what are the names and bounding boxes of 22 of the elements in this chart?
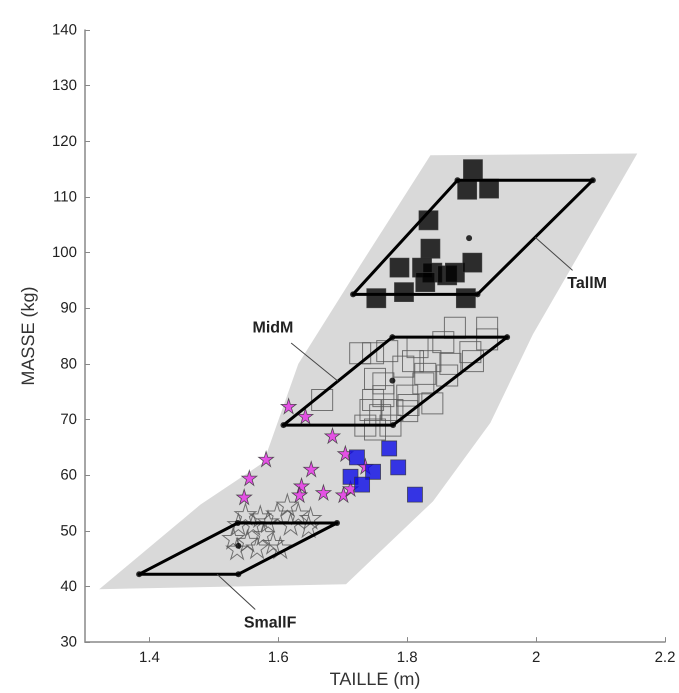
- y-tick-label: 80: [60, 355, 77, 372]
- y-tick-label: 140: [52, 22, 77, 38]
- x-tick-label: 1.8: [396, 649, 418, 666]
- y-tick-label: 50: [60, 522, 77, 540]
- x-tick-label: 1.4: [139, 649, 160, 666]
- y-tick-label: 100: [52, 244, 77, 262]
- annotation: MidM: [252, 320, 294, 337]
- annotation: SmallF: [244, 614, 297, 632]
- y-axis-title: MASSE (kg): [18, 286, 38, 386]
- y-tick-label: 110: [53, 188, 77, 206]
- y-tick-label: 30: [60, 634, 77, 651]
- y-tick-label: 70: [60, 411, 77, 428]
- y-tick-label: 90: [60, 300, 77, 317]
- x-tick-label: 1.6: [268, 649, 289, 666]
- y-tick-label: 130: [52, 77, 77, 94]
- annotation: TallM: [567, 274, 607, 292]
- x-tick-label: 2.2: [654, 649, 676, 666]
- x-axis-title: TAILLE (m): [330, 669, 420, 689]
- y-tick-label: 60: [60, 466, 77, 484]
- y-tick-label: 120: [52, 132, 77, 150]
- y-tick-label: 40: [60, 578, 77, 595]
- x-tick-label: 2: [532, 649, 540, 666]
